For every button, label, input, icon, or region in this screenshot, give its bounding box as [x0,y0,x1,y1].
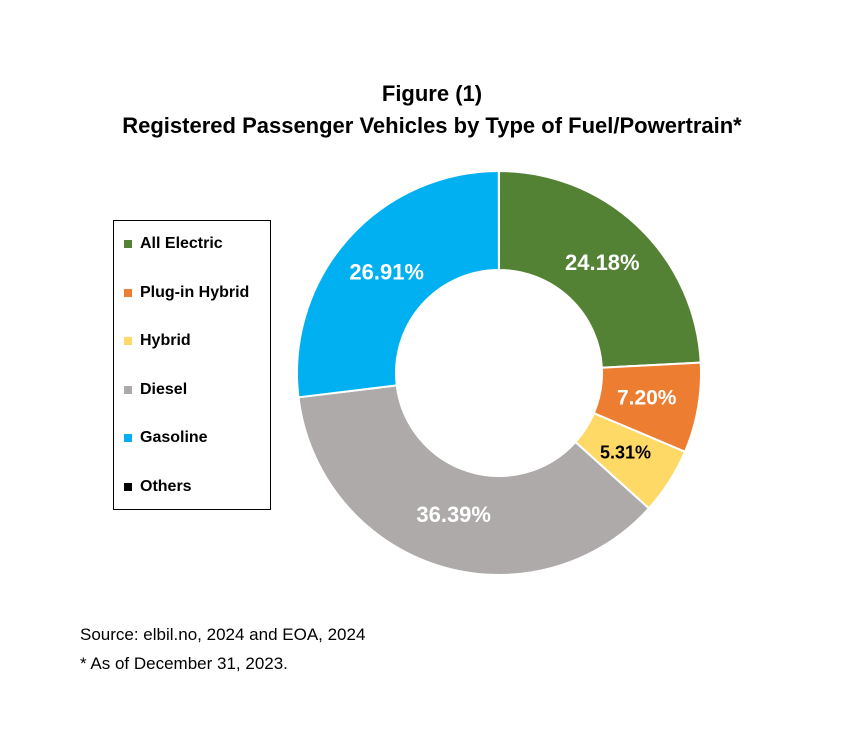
legend-label: Diesel [140,381,188,398]
data-label-diesel: 36.39% [416,502,491,527]
legend-item-plug-in-hybrid: Plug-in Hybrid [124,284,249,302]
legend-swatch [124,337,132,345]
legend-swatch [124,289,132,297]
chart-notes: Source: elbil.no, 2024 and EOA, 2024 * A… [80,620,365,678]
chart-legend: All Electric Plug-in Hybrid Hybrid Diese… [113,220,271,510]
legend-swatch [124,434,132,442]
source-note: Source: elbil.no, 2024 and EOA, 2024 [80,625,366,644]
legend-label: Plug-in Hybrid [140,284,250,301]
footnote: * As of December 31, 2023. [80,654,288,673]
chart-title: Figure (1) [381,81,483,106]
legend-label: Gasoline [140,429,208,446]
data-label-all-electric: 24.18% [565,250,640,275]
legend-item-all-electric: All Electric [124,235,223,253]
legend-item-others: Others [124,478,192,496]
donut-slice-all-electric [498,169,702,369]
data-label-hybrid: 5.31% [600,442,651,462]
legend-label: Hybrid [140,332,191,349]
legend-label: Others [140,478,192,495]
chart-title-block: Figure (1) Registered Passenger Vehicles… [0,78,864,142]
chart-subtitle: Registered Passenger Vehicles by Type of… [122,113,742,138]
donut-slice-diesel [297,384,651,576]
legend-swatch [124,483,132,491]
data-label-plug-in-hybrid: 7.20% [617,387,677,410]
legend-item-diesel: Diesel [124,381,187,399]
legend-item-gasoline: Gasoline [124,429,208,447]
legend-item-hybrid: Hybrid [124,332,191,350]
data-label-gasoline: 26.91% [349,259,424,284]
donut-slice-gasoline [296,169,500,399]
legend-label: All Electric [140,235,223,252]
legend-swatch [124,240,132,248]
legend-swatch [124,386,132,394]
